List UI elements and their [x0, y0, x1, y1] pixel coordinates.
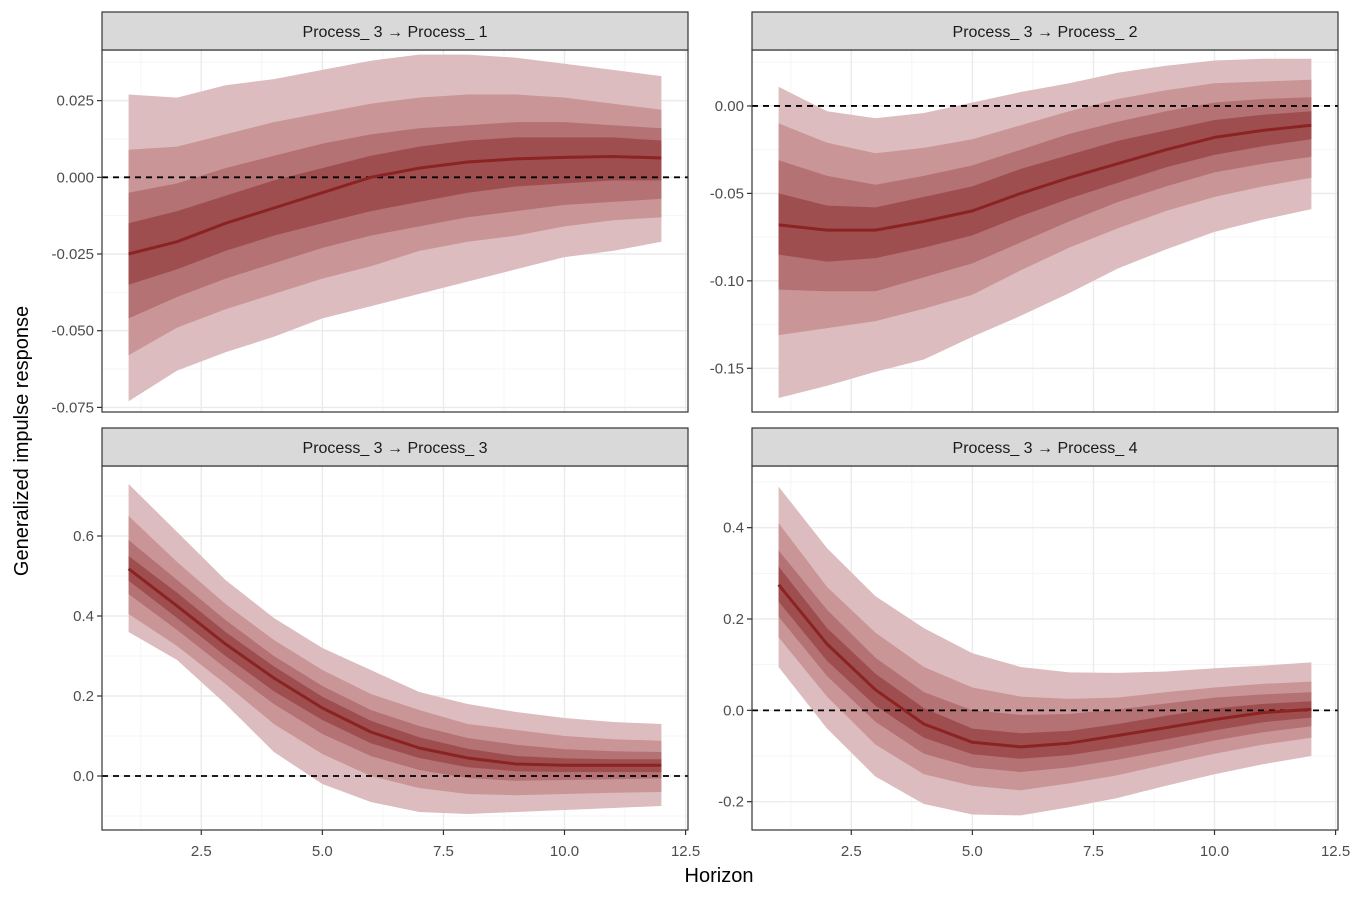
- y-tick-label: -0.075: [51, 399, 94, 416]
- plot-area: [752, 486, 1338, 816]
- x-tick-label: 7.5: [1083, 843, 1104, 860]
- facet-strip-title: Process_ 3 → Process_ 3: [303, 440, 488, 457]
- y-tick-label: 0.2: [723, 611, 744, 628]
- y-tick-label: 0.0: [73, 768, 94, 785]
- y-tick-label: -0.050: [51, 323, 94, 340]
- median-line: [778, 123, 1312, 232]
- facet-strip: [751, 11, 1339, 51]
- panel-1: Process_ 3 → Process_ 1 -0.075 -0.050 -0.02…: [51, 11, 689, 416]
- x-tick-label: 12.5: [671, 843, 700, 860]
- x-tick-label: 10.0: [550, 843, 579, 860]
- panel-3: Process_ 3 → Process_ 3 0.0 0.2 0.4 0.6 2.5 5.…: [73, 427, 700, 860]
- facet-panels: Process_ 3 → Process_ 1 -0.075 -0.050 -0.02…: [51, 11, 1350, 860]
- y-axis-title: Generalized impulse response: [11, 306, 33, 576]
- y-tick-label: 0.0: [723, 702, 744, 719]
- facet-strip-title: Process_ 3 → Process_ 1: [303, 24, 488, 41]
- facet-strip: [101, 427, 689, 467]
- y-tick-label: -0.025: [51, 246, 94, 263]
- median-line: [127, 567, 662, 767]
- median-line: [777, 583, 1312, 749]
- plot-area: [102, 484, 688, 814]
- x-axis-title: Horizon: [685, 865, 754, 887]
- x-tick-label: 2.5: [191, 843, 212, 860]
- panel-2: Process_ 3 → Process_ 2 -0.15 -0.10 -0.05 0.…: [710, 11, 1339, 413]
- credible-band-40: [128, 137, 662, 285]
- median-line: [128, 155, 662, 256]
- x-tick-label: 10.0: [1200, 843, 1229, 860]
- y-tick-label: -0.2: [718, 794, 744, 811]
- facet-strip: [101, 11, 689, 51]
- y-tick-label: 0.4: [73, 608, 94, 625]
- y-tick-label: -0.05: [710, 185, 744, 202]
- x-tick-label: 2.5: [841, 843, 862, 860]
- facet-strip-title: Process_ 3 → Process_ 2: [953, 24, 1138, 41]
- credible-band-outer: [128, 484, 662, 814]
- y-tick-label: 0.000: [56, 169, 94, 186]
- x-tick-label: 7.5: [433, 843, 454, 860]
- plot-area: [752, 58, 1338, 398]
- y-tick-label: 0.00: [715, 98, 744, 115]
- y-tick-label: -0.15: [710, 360, 744, 377]
- y-tick-label: -0.10: [710, 273, 744, 290]
- y-tick-label: 0.4: [723, 520, 744, 537]
- y-tick-label: 0.025: [56, 93, 94, 110]
- panel-4: Process_ 3 → Process_ 4 -0.2 0.0 0.2 0.4 2.5 5…: [718, 427, 1350, 860]
- y-tick-label: 0.6: [73, 528, 94, 545]
- x-tick-label: 12.5: [1321, 843, 1350, 860]
- facet-strip: [751, 427, 1339, 467]
- x-tick-label: 5.0: [962, 843, 983, 860]
- y-tick-label: 0.2: [73, 688, 94, 705]
- plot-area: [102, 54, 688, 402]
- x-tick-label: 5.0: [312, 843, 333, 860]
- facet-strip-title: Process_ 3 → Process_ 4: [953, 440, 1138, 457]
